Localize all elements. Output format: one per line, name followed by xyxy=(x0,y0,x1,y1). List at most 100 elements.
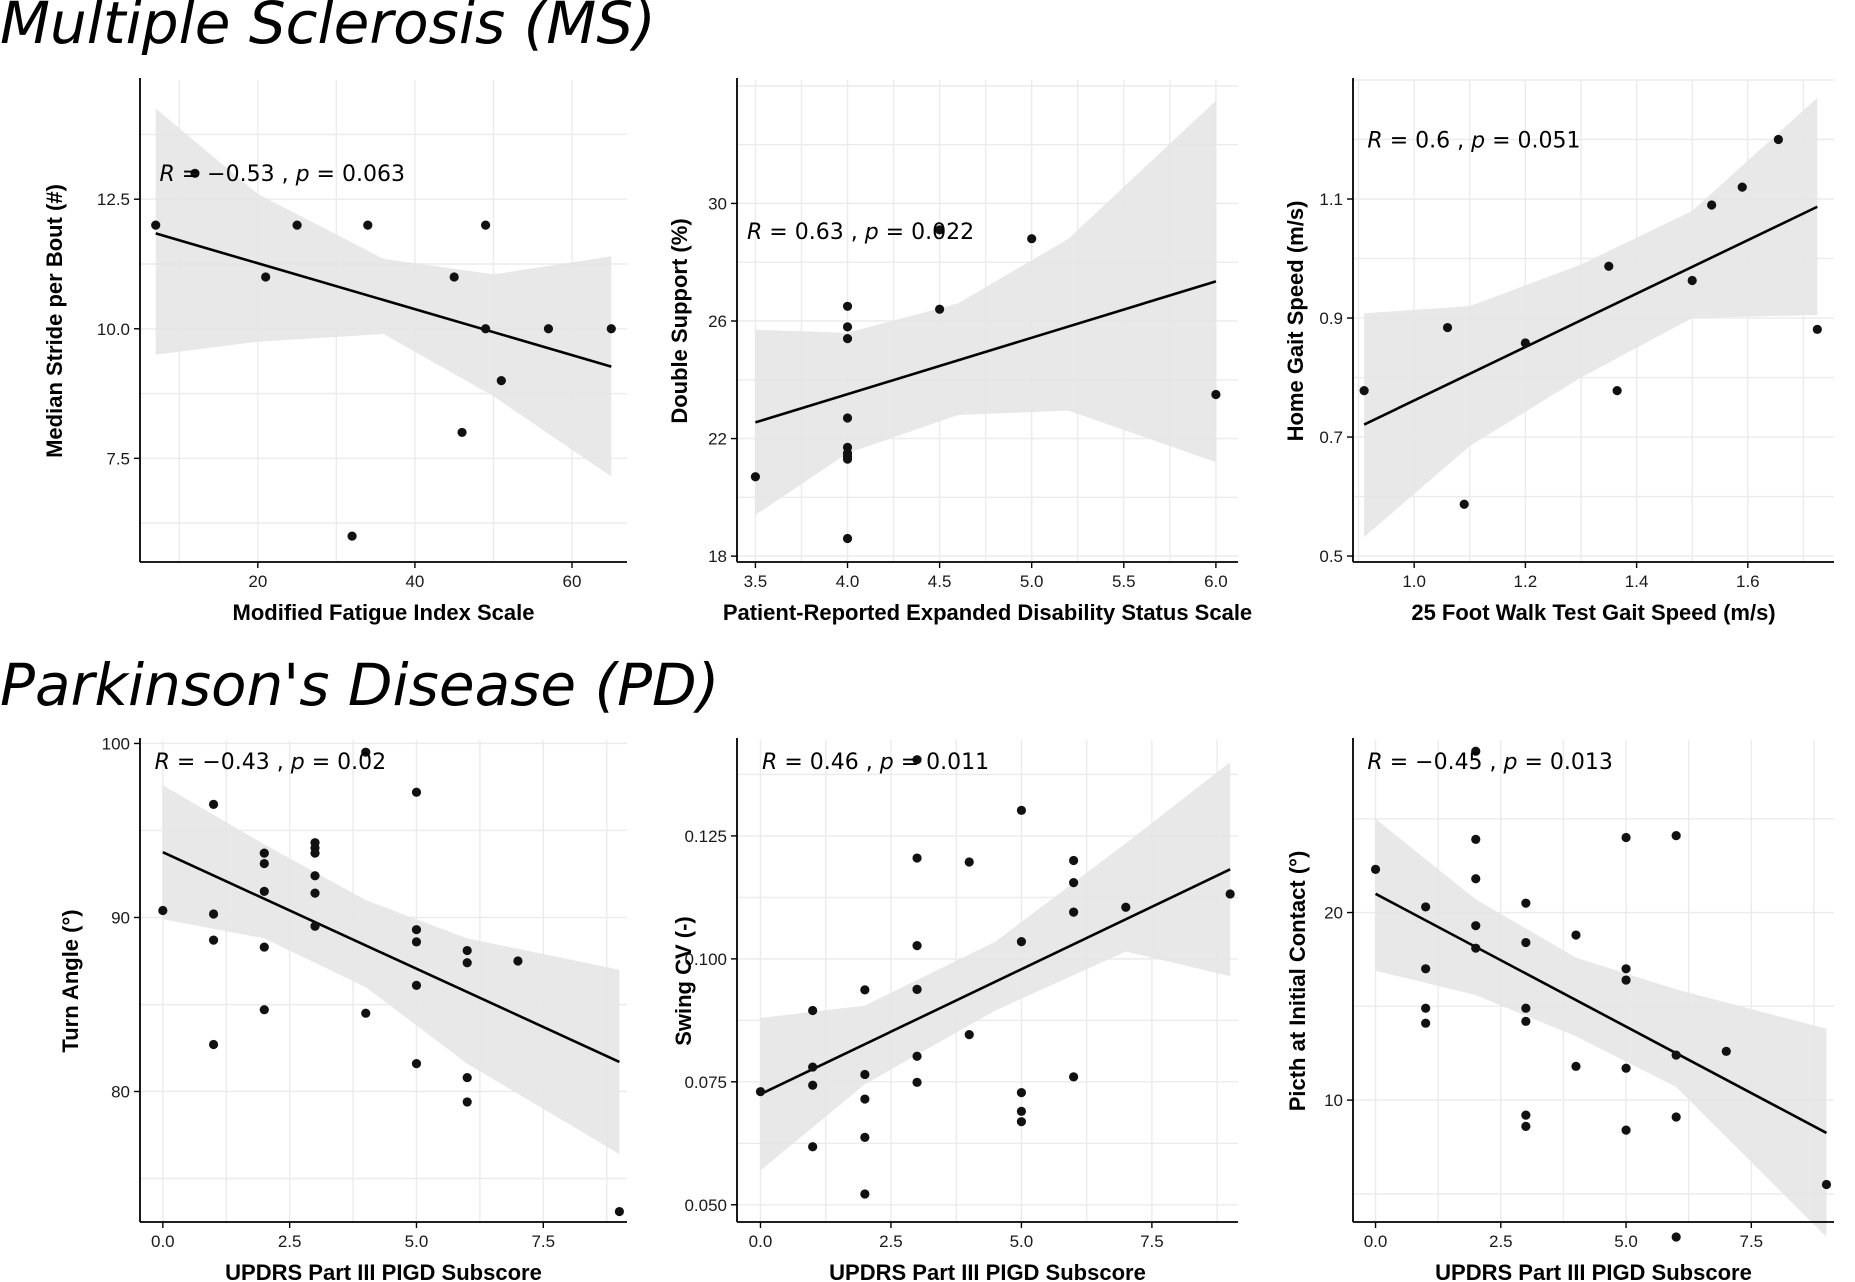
x-tick-label: 5.0 xyxy=(405,1232,429,1251)
data-point xyxy=(481,324,491,334)
data-point xyxy=(481,220,491,230)
x-axis-title: Patient-Reported Expanded Disability Sta… xyxy=(723,600,1252,625)
data-point xyxy=(1604,261,1614,271)
y-tick-label: 80 xyxy=(111,1082,130,1101)
section-title-ms: Multiple Sclerosis (MS) xyxy=(0,0,656,57)
data-point xyxy=(1521,1121,1531,1131)
x-axis-title: UPDRS Part III PIGD Subscore xyxy=(1435,1260,1752,1282)
x-tick-label: 7.5 xyxy=(531,1232,555,1251)
data-point xyxy=(1016,1106,1027,1116)
chart-panel-ms-gait-speed: 1.0 1.2 1.4 1.6 0.5 0.7 0.9 1.1 25 Foot Walk Tes… xyxy=(1283,78,1834,625)
correlation-annotation: R = −0.53 , p = 0.063 xyxy=(159,162,404,187)
regression-line xyxy=(759,868,1231,1096)
data-point xyxy=(1225,889,1235,899)
x-tick-label: 40 xyxy=(405,572,424,591)
data-point xyxy=(1621,975,1631,985)
x-axis-title: 25 Foot Walk Test Gait Speed (m/s) xyxy=(1411,600,1775,625)
data-point xyxy=(1671,1050,1681,1060)
x-tick-label: 4.5 xyxy=(928,572,952,591)
x-tick-label: 6.0 xyxy=(1204,572,1228,591)
data-point xyxy=(411,787,422,797)
confidence-band xyxy=(755,100,1216,515)
data-point xyxy=(964,857,974,867)
data-point xyxy=(1612,386,1622,396)
correlation-annotation: R = 0.6 , p = 0.051 xyxy=(1367,128,1580,153)
regression-line xyxy=(1374,892,1828,1135)
data-point xyxy=(1421,1003,1431,1013)
data-point xyxy=(190,168,200,178)
x-tick-label: 1.2 xyxy=(1514,572,1538,591)
data-point xyxy=(1359,386,1369,396)
data-point xyxy=(1471,943,1481,953)
y-tick-label: 10 xyxy=(1324,1091,1343,1110)
data-point xyxy=(462,958,472,968)
data-point xyxy=(808,1142,818,1152)
data-point xyxy=(912,1077,922,1087)
data-point xyxy=(1016,937,1027,947)
data-point xyxy=(292,220,302,230)
data-point xyxy=(1737,182,1747,192)
data-point xyxy=(860,1189,870,1199)
data-point xyxy=(496,376,506,386)
data-point xyxy=(1821,1179,1832,1190)
correlation-annotation: R = 0.63 , p = 0.022 xyxy=(747,220,974,245)
data-point xyxy=(1459,499,1469,509)
y-axis-title: Home Gait Speed (m/s) xyxy=(1283,201,1308,442)
regression-line xyxy=(1363,205,1818,426)
data-point xyxy=(842,533,853,544)
data-point xyxy=(208,1039,219,1050)
data-point xyxy=(1471,874,1481,884)
chart-panel-ms-fatigue: 20 40 60 7.5 10.0 12.5 Modified Fatigue Index … xyxy=(42,78,627,625)
x-tick-label: 2.5 xyxy=(278,1232,302,1251)
data-point xyxy=(1521,937,1531,948)
data-point xyxy=(457,427,467,438)
x-axis-title: UPDRS Part III PIGD Subscore xyxy=(225,1260,542,1282)
y-axis-title: Median Stride per Bout (#) xyxy=(42,184,67,458)
data-point xyxy=(411,1059,422,1069)
data-point xyxy=(1671,1232,1681,1242)
data-point xyxy=(808,1080,818,1090)
data-point xyxy=(1621,1125,1631,1135)
y-tick-label: 100 xyxy=(102,734,130,753)
data-point xyxy=(310,888,320,898)
y-tick-label: 90 xyxy=(111,908,130,927)
x-tick-label: 1.4 xyxy=(1625,572,1649,591)
section-title-pd: Parkinson's Disease (PD) xyxy=(0,651,720,719)
regression-line xyxy=(155,232,612,368)
data-point xyxy=(259,942,269,952)
data-point xyxy=(310,921,320,931)
data-point xyxy=(1707,200,1717,210)
data-point xyxy=(449,272,459,282)
data-point xyxy=(1016,1117,1027,1127)
data-point xyxy=(808,1062,818,1072)
x-tick-label: 4.0 xyxy=(836,572,860,591)
data-point xyxy=(606,324,616,334)
y-tick-label: 26 xyxy=(708,312,727,331)
x-tick-label: 5.5 xyxy=(1112,572,1136,591)
data-point xyxy=(158,905,168,916)
confidence-band xyxy=(1364,97,1818,538)
data-point xyxy=(1621,964,1631,974)
correlation-annotation: R = 0.46 , p = 0.011 xyxy=(762,750,989,775)
data-point xyxy=(261,272,271,282)
data-point xyxy=(208,935,219,945)
x-tick-label: 1.0 xyxy=(1402,572,1426,591)
data-point xyxy=(259,886,269,896)
x-tick-label: 5.0 xyxy=(1010,1232,1034,1251)
data-point xyxy=(259,1005,269,1015)
data-point xyxy=(462,1097,472,1107)
y-tick-label: 0.075 xyxy=(684,1073,727,1092)
data-point xyxy=(1421,964,1431,974)
data-point xyxy=(462,1072,472,1083)
data-point xyxy=(1211,389,1221,400)
data-points xyxy=(1359,134,1822,509)
x-tick-label: 5.0 xyxy=(1614,1232,1638,1251)
data-point xyxy=(912,1051,922,1061)
x-tick-label: 60 xyxy=(563,572,582,591)
y-axis-title: Turn Angle (°) xyxy=(58,909,83,1052)
data-point xyxy=(1069,855,1079,866)
data-point xyxy=(1521,1016,1531,1026)
data-points xyxy=(1370,746,1832,1242)
regression-line xyxy=(162,851,620,1064)
